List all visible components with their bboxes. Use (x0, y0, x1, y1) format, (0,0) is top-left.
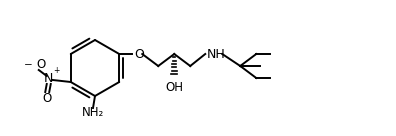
Text: O: O (37, 58, 46, 72)
Text: O: O (42, 92, 51, 106)
Text: +: + (53, 66, 60, 75)
Text: −: − (24, 60, 33, 70)
Text: N: N (44, 72, 53, 86)
Text: NH: NH (207, 47, 226, 61)
Text: NH₂: NH₂ (82, 106, 104, 120)
Text: OH: OH (165, 81, 183, 94)
Text: O: O (134, 47, 144, 61)
